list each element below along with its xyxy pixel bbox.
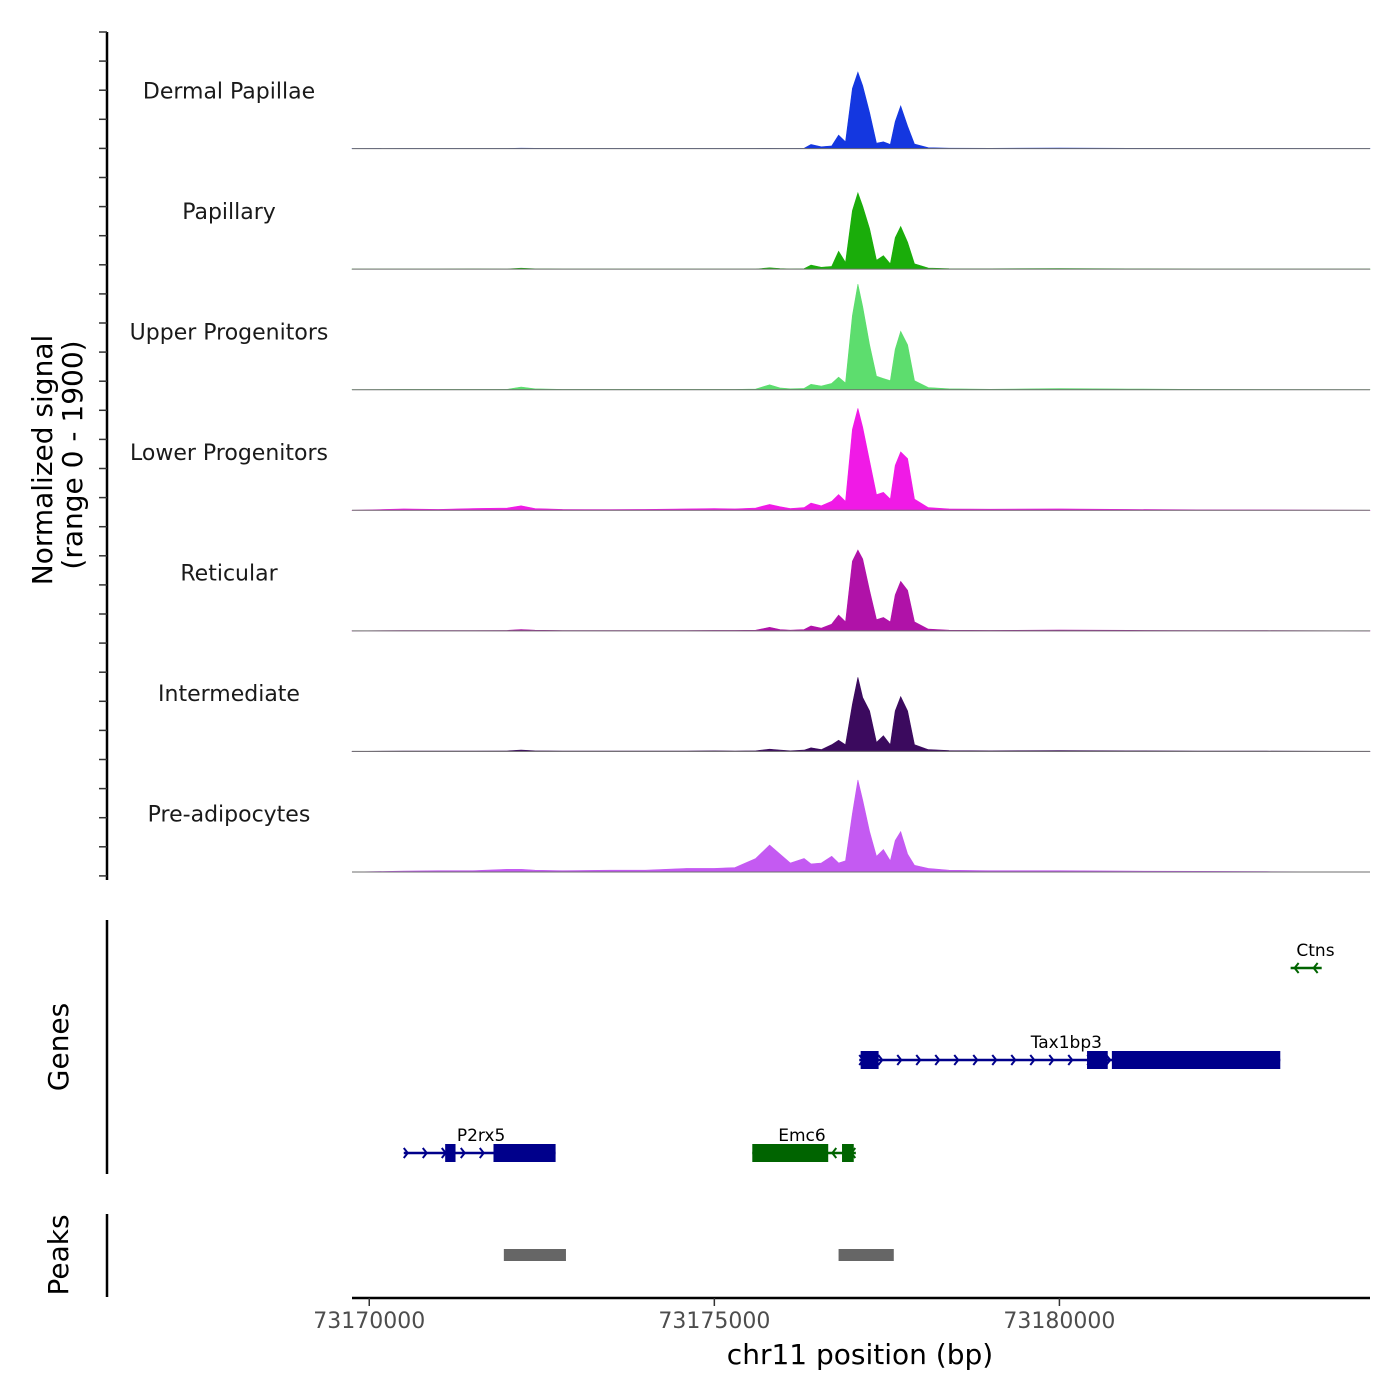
strand-chevron bbox=[972, 1054, 979, 1066]
y-axis-title-line2: (range 0 - 1900) bbox=[56, 340, 89, 569]
strand-chevron bbox=[1312, 962, 1319, 974]
track-label: Pre-adipocytes bbox=[148, 803, 311, 828]
track-label: Papillary bbox=[182, 200, 276, 225]
strand-chevron bbox=[991, 1054, 998, 1066]
coverage-area bbox=[351, 284, 1371, 391]
x-axis-title: chr11 position (bp) bbox=[727, 1338, 993, 1371]
strand-chevron bbox=[831, 1147, 838, 1159]
gene-annotations: Ctns Tax1bp3 P2rx5 Emc6 bbox=[402, 941, 1335, 1162]
peaks-panel-title: Peaks bbox=[42, 1214, 75, 1295]
track-pre-adipocytes: Pre-adipocytes bbox=[148, 779, 1371, 873]
strand-chevron bbox=[877, 1054, 884, 1066]
gene-label: Ctns bbox=[1296, 941, 1334, 961]
gene-p2rx5: P2rx5 bbox=[402, 1126, 556, 1162]
track-label: Intermediate bbox=[158, 682, 300, 707]
peak-regions bbox=[503, 1249, 894, 1261]
track-label: Lower Progenitors bbox=[130, 441, 328, 466]
y-axis-title-line1: Normalized signal bbox=[26, 335, 59, 586]
gene-exon bbox=[1111, 1051, 1281, 1069]
strand-chevron bbox=[1067, 1054, 1074, 1066]
gene-label: Tax1bp3 bbox=[1030, 1033, 1102, 1053]
x-axis-ticks: 73170000 73175000 73180000 bbox=[313, 1298, 1115, 1334]
coverage-tracks: Dermal Papillae Papillary Upper Progenitor… bbox=[130, 71, 1371, 873]
strand-chevron bbox=[953, 1054, 960, 1066]
track-label: Dermal Papillae bbox=[143, 79, 315, 104]
coverage-area bbox=[351, 779, 1371, 873]
gene-exon bbox=[1087, 1051, 1108, 1069]
track-papillary: Papillary bbox=[182, 191, 1371, 270]
strand-chevron bbox=[1010, 1054, 1017, 1066]
coverage-area bbox=[351, 191, 1371, 270]
x-tick-label: 73180000 bbox=[1003, 1309, 1115, 1334]
gene-label: P2rx5 bbox=[457, 1126, 505, 1146]
strand-chevron bbox=[402, 1147, 410, 1159]
gene-exon bbox=[493, 1144, 556, 1162]
gene-exon bbox=[752, 1144, 829, 1162]
track-label: Upper Progenitors bbox=[130, 320, 329, 345]
gene-tax1bp3: Tax1bp3 bbox=[858, 1033, 1281, 1069]
strand-chevron bbox=[915, 1054, 922, 1066]
track-dermal-papillae: Dermal Papillae bbox=[143, 71, 1371, 150]
coverage-area bbox=[351, 408, 1371, 511]
track-lower-progenitors: Lower Progenitors bbox=[130, 408, 1371, 511]
coverage-area bbox=[351, 549, 1371, 632]
gene-exon bbox=[445, 1144, 456, 1162]
strand-chevron bbox=[1029, 1054, 1036, 1066]
x-tick-label: 73175000 bbox=[658, 1309, 770, 1334]
gene-exon bbox=[860, 1051, 879, 1069]
peak-region bbox=[503, 1249, 566, 1261]
gene-label: Emc6 bbox=[778, 1126, 825, 1146]
strand-chevron bbox=[1293, 962, 1300, 974]
strand-chevron bbox=[478, 1147, 486, 1159]
track-label: Reticular bbox=[180, 562, 278, 587]
gene-emc6: Emc6 bbox=[752, 1126, 857, 1162]
genes-panel-title: Genes bbox=[42, 1003, 75, 1091]
strand-chevron bbox=[934, 1054, 941, 1066]
coverage-y-ticks bbox=[99, 31, 107, 877]
coverage-area bbox=[351, 677, 1371, 752]
strand-chevron bbox=[896, 1054, 903, 1066]
x-tick-label: 73170000 bbox=[313, 1309, 425, 1334]
coverage-area bbox=[351, 71, 1371, 149]
strand-chevron bbox=[1048, 1054, 1055, 1066]
track-upper-progenitors: Upper Progenitors bbox=[130, 284, 1371, 391]
track-intermediate: Intermediate bbox=[158, 677, 1371, 752]
gene-ctns: Ctns bbox=[1290, 941, 1335, 974]
strand-chevron bbox=[421, 1147, 429, 1159]
strand-chevron bbox=[459, 1147, 467, 1159]
gene-exon bbox=[842, 1144, 854, 1162]
track-reticular: Reticular bbox=[180, 549, 1371, 632]
peak-region bbox=[838, 1249, 894, 1261]
